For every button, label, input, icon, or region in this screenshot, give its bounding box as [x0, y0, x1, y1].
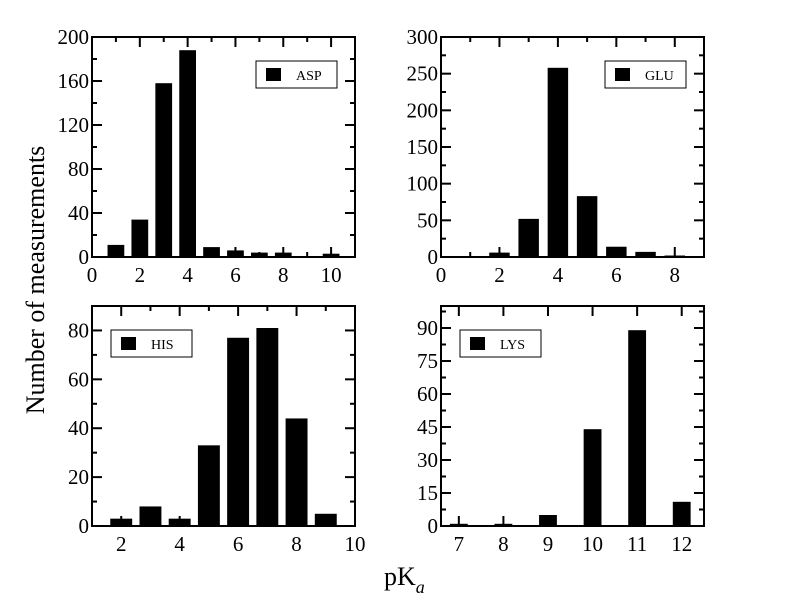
bar-glu-5: [576, 196, 598, 257]
x-tick-label-asp-0: 0: [87, 263, 98, 287]
x-tick-label-lys-9: 9: [543, 532, 554, 556]
legend-his: HIS: [110, 329, 193, 358]
y-tick-label-asp-120: 120: [58, 113, 90, 137]
x-tick-label-his-8: 8: [291, 532, 302, 556]
bar-his-3: [139, 506, 162, 526]
x-tick-label-glu-4: 4: [553, 263, 564, 287]
x-tick-label-lys-10: 10: [582, 532, 603, 556]
x-tick-label-lys-8: 8: [498, 532, 509, 556]
bar-his-5: [197, 445, 220, 526]
legend-label-glu: GLU: [645, 69, 674, 84]
plot-frame-lys: [440, 305, 705, 527]
legend-label-his: HIS: [151, 338, 174, 353]
x-axis-title-main: pK: [384, 562, 416, 591]
bar-asp-1: [107, 244, 125, 257]
y-tick-label-glu-250: 250: [407, 62, 439, 86]
y-tick-label-lys-0: 0: [428, 514, 439, 538]
x-tick-label-asp-4: 4: [182, 263, 193, 287]
x-tick-label-glu-2: 2: [494, 263, 505, 287]
legend-glu: GLU: [604, 60, 687, 89]
legend-asp: ASP: [255, 60, 338, 89]
bar-his-6: [227, 337, 250, 526]
x-tick-label-lys-7: 7: [454, 532, 465, 556]
y-tick-label-glu-150: 150: [407, 135, 439, 159]
y-tick-label-glu-300: 300: [407, 25, 439, 49]
y-tick-label-glu-50: 50: [417, 208, 438, 232]
x-tick-label-his-6: 6: [233, 532, 244, 556]
bar-lys-12: [672, 501, 691, 526]
bar-glu-4: [547, 67, 569, 257]
legend-swatch-glu: [615, 68, 630, 81]
x-tick-label-asp-6: 6: [230, 263, 241, 287]
legend-label-lys: LYS: [500, 338, 525, 353]
y-tick-label-asp-200: 200: [58, 25, 90, 49]
bar-his-8: [285, 418, 308, 526]
y-tick-label-asp-160: 160: [58, 69, 90, 93]
y-tick-label-asp-80: 80: [68, 157, 89, 181]
y-tick-label-his-60: 60: [68, 367, 89, 391]
y-tick-label-asp-40: 40: [68, 201, 89, 225]
y-tick-label-lys-90: 90: [417, 316, 438, 340]
x-tick-label-glu-8: 8: [670, 263, 681, 287]
x-tick-label-lys-12: 12: [671, 532, 692, 556]
y-tick-label-asp-0: 0: [79, 245, 90, 269]
x-tick-label-asp-8: 8: [278, 263, 289, 287]
y-tick-label-lys-75: 75: [417, 349, 438, 373]
panel-asp: 0 2 4 6 8 10 0 40 80 120 160 200 ASP: [58, 25, 356, 287]
bar-lys-10: [583, 429, 602, 526]
y-tick-label-lys-30: 30: [417, 448, 438, 472]
y-tick-label-glu-100: 100: [407, 172, 439, 196]
legend-lys: LYS: [459, 329, 542, 358]
x-tick-label-lys-11: 11: [627, 532, 647, 556]
bar-asp-2: [131, 219, 149, 257]
y-tick-label-lys-60: 60: [417, 382, 438, 406]
x-tick-label-glu-6: 6: [611, 263, 622, 287]
y-axis-title: Number of measurements: [21, 146, 50, 415]
panel-his: 2 4 6 8 10 0 20 40 60 80 HIS: [68, 305, 366, 556]
y-tick-label-lys-45: 45: [417, 415, 438, 439]
x-axis-title: pKa: [384, 562, 425, 597]
legend-swatch-his: [121, 337, 136, 350]
y-tick-label-lys-15: 15: [417, 481, 438, 505]
bar-asp-4: [179, 50, 197, 258]
y-tick-label-his-80: 80: [68, 318, 89, 342]
y-tick-label-his-0: 0: [79, 514, 90, 538]
x-axis-title-subscript: a: [416, 577, 425, 597]
x-tick-label-asp-2: 2: [135, 263, 146, 287]
bar-his-7: [256, 328, 279, 526]
y-tick-label-glu-0: 0: [428, 245, 439, 269]
panel-glu: 0 2 4 6 8 0 50 100 150 200 250 300 GLU: [407, 25, 705, 287]
bar-asp-3: [155, 83, 173, 257]
legend-label-asp: ASP: [296, 69, 322, 84]
bar-his-9: [314, 513, 337, 526]
bar-glu-3: [518, 218, 539, 257]
y-tick-label-glu-200: 200: [407, 98, 439, 122]
y-tick-label-his-40: 40: [68, 416, 89, 440]
legend-swatch-asp: [266, 68, 281, 81]
bar-lys-11: [628, 330, 647, 526]
x-tick-label-his-10: 10: [345, 532, 366, 556]
panel-lys: 7 8 9 10 11 12 0 15 30 45 60 75 90 LYS: [417, 305, 705, 556]
x-tick-label-his-2: 2: [116, 532, 127, 556]
y-tick-label-his-20: 20: [68, 465, 89, 489]
x-tick-label-his-4: 4: [174, 532, 185, 556]
plot-frame-his: [91, 305, 356, 527]
x-tick-label-asp-10: 10: [321, 263, 342, 287]
x-tick-label-glu-0: 0: [436, 263, 447, 287]
legend-swatch-lys: [470, 337, 485, 350]
